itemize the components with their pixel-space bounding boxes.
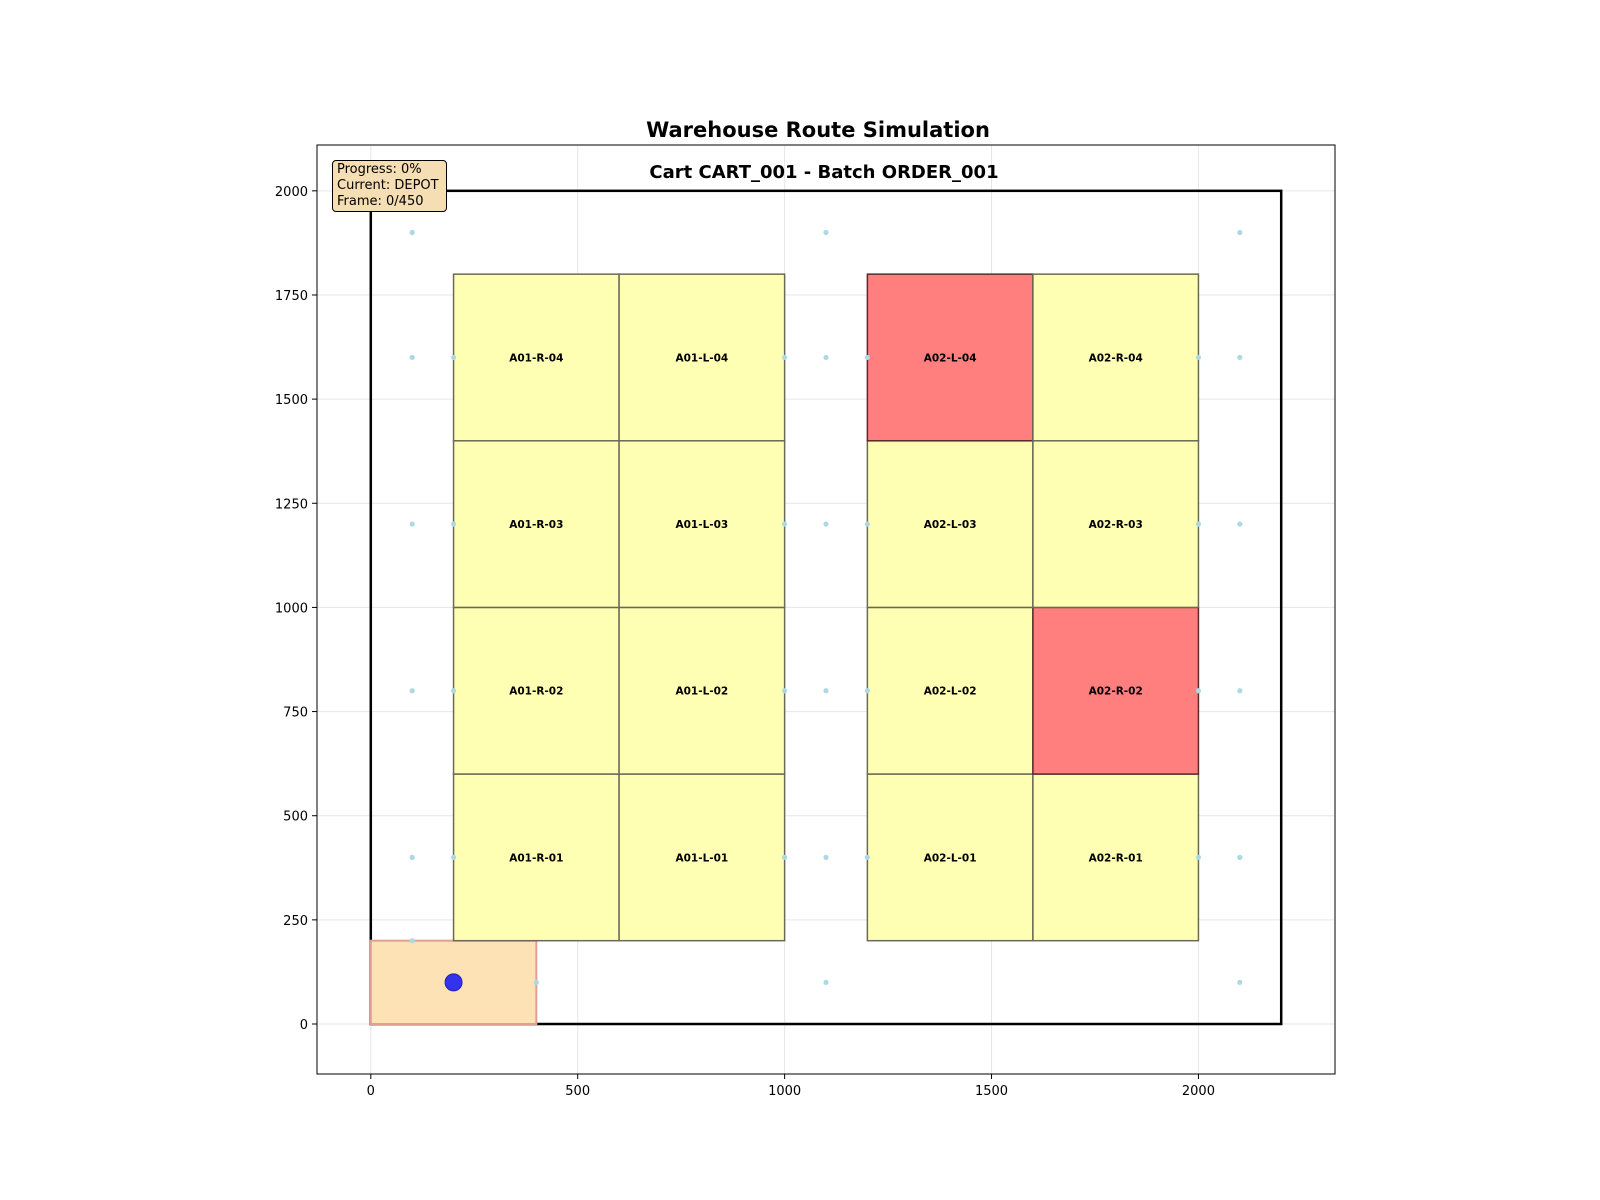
y-tick-label: 1500 [275,393,308,408]
waypoint-dot [409,354,415,361]
waypoint-dot [864,521,870,527]
location-label: A02-R-01 [1089,852,1143,864]
y-tick-label: 0 [300,1018,308,1033]
waypoint-dot [409,938,415,944]
storage-location [618,606,786,775]
location-label: A02-R-04 [1089,352,1143,364]
waypoint-dot [823,521,829,527]
waypoint-layer [409,229,1243,985]
cart-marker [444,973,463,992]
waypoint-dot [409,854,415,860]
status-info-box: Progress: 0% Current: DEPOT Frame: 0/450 [332,160,447,212]
waypoint-dot [409,688,415,694]
waypoint-dot [450,354,457,361]
waypoint-dot [1237,854,1243,860]
storage-location [866,773,1034,942]
storage-location [452,273,620,442]
waypoint-dot [1195,354,1202,361]
axes-frame [316,144,1336,1075]
waypoint-dot [1237,521,1243,527]
location-label: A01-L-03 [675,519,728,531]
x-tick-label: 1500 [975,1084,1008,1099]
storage-location [1032,273,1200,442]
y-tick-label: 1750 [275,289,308,304]
current-location-text: Current: DEPOT [337,178,439,193]
waypoint-dot [864,688,870,694]
storage-location [618,440,786,609]
x-tick-label: 0 [367,1084,375,1099]
location-label: A01-R-04 [509,352,563,364]
y-tick-label: 500 [283,810,308,825]
location-label: A01-L-04 [675,352,728,364]
x-tick-label: 500 [565,1084,590,1099]
location-label: A01-L-01 [675,852,728,864]
axis-ticks: 0 500 1000 1500 2000 0 250 500 750 1000 1250 1500 17… [275,185,1215,1099]
warehouse-boundary [369,189,1283,1026]
progress-text: Progress: 0% [337,162,422,177]
waypoint-dot [1195,854,1202,860]
waypoint-dot [782,688,788,694]
storage-location [1032,773,1200,942]
waypoint-dot [823,354,829,361]
chart-subtitle: Cart CART_001 - Batch ORDER_001 [649,162,998,183]
waypoint-dot [450,854,457,860]
waypoint-dot [1195,688,1202,694]
waypoint-dot [782,354,788,361]
y-tick-label: 1250 [275,497,308,512]
location-label: A01-R-03 [509,519,563,531]
location-label: A01-R-01 [509,852,563,864]
chart-title: Warehouse Route Simulation [646,118,990,142]
waypoint-dot [533,979,539,985]
waypoint-dot [450,688,457,694]
waypoint-dot [823,688,829,694]
waypoint-dot [864,854,870,860]
storage-location [618,773,786,942]
location-label: A01-R-02 [509,686,563,698]
waypoint-dot [450,521,457,527]
waypoint-dot [864,354,870,361]
cart-layer [444,973,463,992]
waypoint-dot [1195,521,1202,527]
waypoint-dot [1237,354,1243,361]
y-tick-label: 2000 [275,185,308,200]
waypoint-dot [782,521,788,527]
waypoint-dot [1237,979,1243,985]
waypoint-dot [1237,229,1243,236]
waypoint-dot [782,854,788,860]
storage-location [1032,440,1200,609]
location-label: A02-L-03 [924,519,977,531]
waypoint-dot [409,229,415,236]
location-label: A02-L-01 [924,852,977,864]
x-tick-label: 1000 [768,1084,801,1099]
frame-counter-text: Frame: 0/450 [337,194,424,209]
waypoint-dot [823,854,829,860]
waypoint-dot [1237,688,1243,694]
y-tick-label: 750 [283,706,308,721]
storage-location [452,606,620,775]
location-label: A02-R-02 [1089,686,1143,698]
y-tick-label: 250 [283,914,308,929]
y-tick-label: 1000 [275,601,308,616]
waypoint-dot [409,521,415,527]
waypoint-dot [823,979,829,985]
pick-location-target [1032,606,1200,775]
x-tick-label: 2000 [1182,1084,1215,1099]
waypoint-dot [823,229,829,236]
location-label: A02-L-04 [924,352,977,364]
location-label: A02-R-03 [1089,519,1143,531]
location-label: A02-L-02 [924,686,977,698]
location-label: A01-L-02 [675,686,728,698]
pick-location-target [866,273,1034,442]
storage-location [618,273,786,442]
